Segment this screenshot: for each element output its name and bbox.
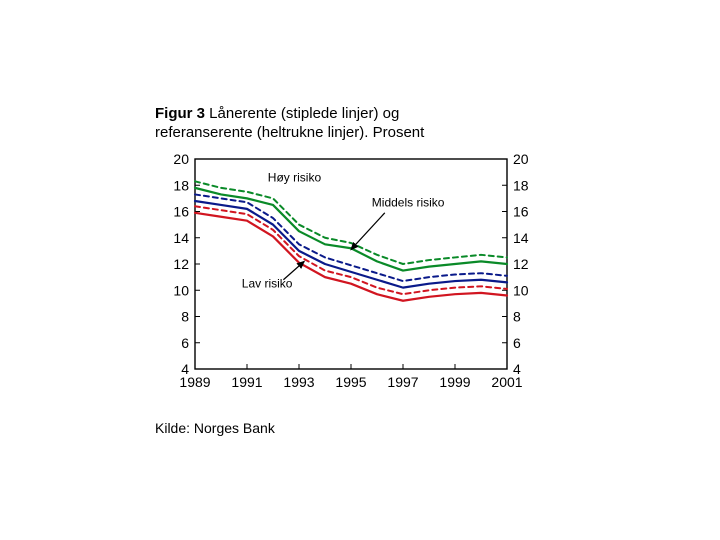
source-text: Kilde: Norges Bank [155, 420, 565, 436]
figure-title-line1: Lånerente (stiplede linjer) og [205, 105, 399, 122]
xlabel: 1999 [439, 374, 470, 390]
ylabel-right: 12 [513, 256, 529, 272]
ylabel-right: 10 [513, 282, 529, 298]
annotation-middels: Middels risiko [372, 195, 445, 209]
chart: 4466881010121214141616181820201989199119… [155, 149, 545, 404]
ylabel-left: 8 [181, 308, 189, 324]
ylabel-right: 16 [513, 203, 529, 219]
ylabel-right: 14 [513, 229, 529, 245]
ylabel-right: 8 [513, 308, 521, 324]
xlabel: 1997 [387, 374, 418, 390]
xlabel: 1989 [179, 374, 210, 390]
ylabel-left: 6 [181, 334, 189, 350]
figure: Figur 3 Lånerente (stiplede linjer) og r… [155, 105, 565, 436]
ylabel-left: 10 [173, 282, 189, 298]
figure-number: Figur 3 [155, 105, 205, 122]
ylabel-left: 12 [173, 256, 189, 272]
ylabel-left: 14 [173, 229, 189, 245]
xlabel: 1991 [231, 374, 262, 390]
ylabel-left: 20 [173, 151, 189, 167]
xlabel: 1993 [283, 374, 314, 390]
annotation-hoy: Høy risiko [268, 170, 322, 184]
ylabel-right: 6 [513, 334, 521, 350]
figure-title: Figur 3 Lånerente (stiplede linjer) og r… [155, 105, 565, 143]
ylabel-right: 18 [513, 177, 529, 193]
ylabel-left: 16 [173, 203, 189, 219]
chart-svg: 4466881010121214141616181820201989199119… [155, 149, 545, 404]
figure-title-line2: referanserente (heltrukne linjer). Prose… [155, 124, 424, 141]
ylabel-right: 20 [513, 151, 529, 167]
xlabel: 1995 [335, 374, 366, 390]
ylabel-left: 18 [173, 177, 189, 193]
xlabel: 2001 [491, 374, 522, 390]
